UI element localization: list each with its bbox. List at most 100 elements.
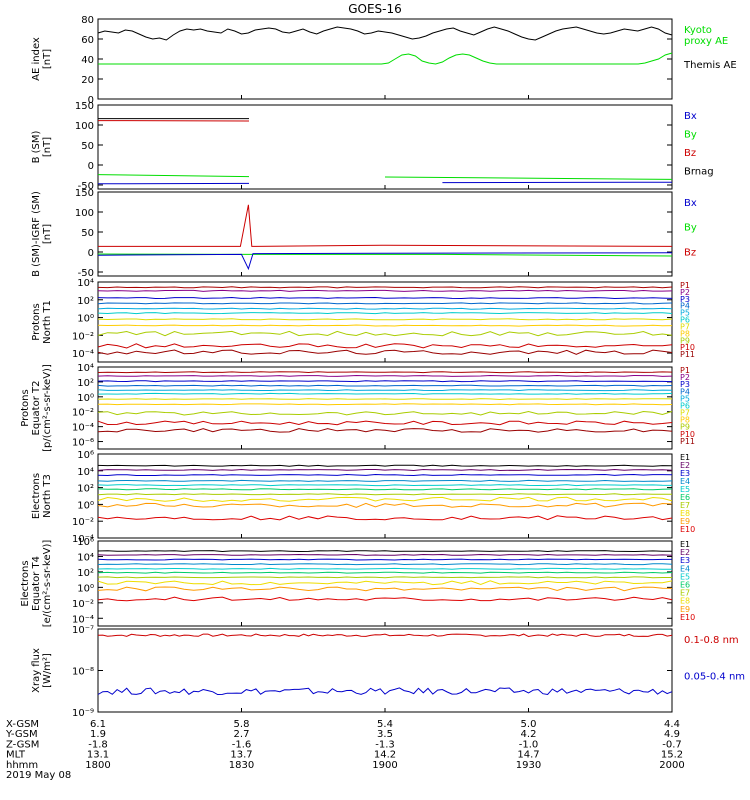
legend-p5: P5 xyxy=(680,309,690,318)
panel-protons-t2: 10⁻⁶ 10⁻⁴ 10⁻² 10⁰ 10² 10⁴ Protons Equator T2 [p… xyxy=(20,363,695,452)
panel-xray: 10⁻⁹ 10⁻⁸ 10⁻⁷ Xray flux [W/m²] 0.1-0.8 nm 0.0… xyxy=(31,625,745,719)
y-tick-label: 80 xyxy=(81,15,94,26)
series-p4 xyxy=(97,302,673,305)
legend-p8: P8 xyxy=(680,416,690,425)
legend-p3: P3 xyxy=(680,295,690,304)
xaxis-value: 1.9 xyxy=(90,729,106,740)
y-tick-label: 10² xyxy=(77,568,94,579)
y-axis-label: North T1 xyxy=(42,300,53,344)
series-e6 xyxy=(97,488,673,491)
xaxis-date: 2019 May 08 xyxy=(6,770,71,781)
y-tick-label: 10⁻² xyxy=(72,599,94,610)
legend-p8: P8 xyxy=(680,329,690,338)
series-p3 xyxy=(97,380,673,383)
series-bx xyxy=(97,181,673,185)
xaxis-value: -1.8 xyxy=(88,739,108,750)
legend-p1: P1 xyxy=(680,366,690,375)
y-axis-label: B (SM) xyxy=(31,130,42,163)
y-tick-label: 10⁶ xyxy=(77,537,94,548)
legend-item: Bz xyxy=(684,247,696,258)
legend-p11: P11 xyxy=(680,437,695,446)
series-e4 xyxy=(97,479,673,482)
legend-e4: E4 xyxy=(680,564,690,573)
xaxis-value: 4.9 xyxy=(664,729,680,740)
series-e2 xyxy=(97,553,673,556)
y-tick-label: 50 xyxy=(81,141,94,152)
xaxis-value: 1800 xyxy=(85,760,110,771)
series-e8 xyxy=(97,496,673,502)
y-tick-label: 10⁴ xyxy=(77,278,94,289)
legend-p10: P10 xyxy=(680,430,695,439)
series-e1 xyxy=(97,550,672,553)
legend-e4: E4 xyxy=(680,477,690,486)
y-tick-label: 10⁻² xyxy=(72,331,94,342)
y-tick-label: -50 xyxy=(78,181,94,192)
series-p11 xyxy=(97,349,673,355)
y-axis-label: [nT] xyxy=(42,49,53,69)
xaxis-row-label: Y-GSM xyxy=(5,729,38,740)
legend-e6: E6 xyxy=(680,493,690,502)
legend-e1: E1 xyxy=(680,540,690,549)
legend-item: 0.1-0.8 nm xyxy=(684,635,739,646)
series-e10 xyxy=(97,515,673,521)
y-tick-label: 10² xyxy=(77,378,94,389)
panel-frame xyxy=(97,366,673,450)
legend-e2: E2 xyxy=(680,461,690,470)
legend-item: Kyoto xyxy=(684,25,712,36)
legend-p10: P10 xyxy=(680,343,695,352)
legend-p7: P7 xyxy=(680,322,690,331)
series-e3 xyxy=(97,473,673,477)
y-axis-label: [nT] xyxy=(42,137,53,157)
series-e9 xyxy=(97,586,673,592)
legend-e3: E3 xyxy=(680,469,690,478)
legend-item: Bx xyxy=(684,111,697,122)
series-p8 xyxy=(97,324,673,327)
legend-e7: E7 xyxy=(680,501,690,510)
y-tick-label: 40 xyxy=(81,55,94,66)
xaxis-value: 2.7 xyxy=(234,729,250,740)
panel-bsm: -50 0 50 100 150 B (SM) [nT] Bx By Bz Brnag xyxy=(31,101,714,192)
y-tick-label: 10⁰ xyxy=(77,500,94,511)
y-tick-label: 0 xyxy=(88,95,94,106)
y-tick-label: 10⁻² xyxy=(72,408,94,419)
legend-e9: E9 xyxy=(680,517,690,526)
y-tick-label: -50 xyxy=(78,268,94,279)
panel-electrons-t4: 10⁻⁴ 10⁻² 10⁰ 10² 10⁴ 10⁶ Electrons Equator T4[… xyxy=(20,537,695,627)
y-tick-label: 10⁰ xyxy=(77,314,94,325)
xaxis-value: 14.2 xyxy=(374,750,396,761)
legend-p5: P5 xyxy=(680,394,690,403)
xaxis-value: -1.6 xyxy=(232,739,252,750)
series-p7 xyxy=(97,318,673,321)
y-axis-label: [e/(cm²-s-sr-keV)] xyxy=(42,540,53,628)
xaxis-value: -1.3 xyxy=(375,739,395,750)
xaxis-value: 6.1 xyxy=(90,719,106,730)
y-axis-label: Equator T2 xyxy=(31,381,42,436)
series-kyoto-proxy-ae xyxy=(98,52,673,65)
legend-item: Brnag xyxy=(684,167,714,178)
series-p2 xyxy=(97,289,673,292)
y-axis-label: [nT] xyxy=(42,224,53,244)
xaxis-value: 15.2 xyxy=(661,750,683,761)
legend-p4: P4 xyxy=(680,387,690,396)
y-tick-label: 10⁻⁴ xyxy=(72,349,94,360)
series-e6 xyxy=(97,571,673,574)
series-p9 xyxy=(97,330,673,337)
y-tick-label: 10⁴ xyxy=(77,552,94,563)
series-p11 xyxy=(97,428,673,433)
series-bx xyxy=(97,252,673,271)
xaxis-value: 13.7 xyxy=(230,750,252,761)
xaxis-row-label: Z-GSM xyxy=(6,739,39,750)
y-tick-label: 10⁴ xyxy=(77,467,94,478)
legend-e1: E1 xyxy=(680,453,690,462)
legend-item: By xyxy=(684,223,697,234)
series-e1 xyxy=(97,464,673,467)
legend-item: Bz xyxy=(684,148,696,159)
series-p5 xyxy=(97,389,673,392)
series-bz xyxy=(98,121,672,122)
series-p3 xyxy=(97,296,673,300)
series-p6 xyxy=(97,392,673,395)
series-e10 xyxy=(97,596,673,602)
panel-frame xyxy=(97,628,673,713)
series-e5 xyxy=(97,567,672,570)
y-axis-label: B (SM)-IGRF (SM) xyxy=(31,191,42,277)
